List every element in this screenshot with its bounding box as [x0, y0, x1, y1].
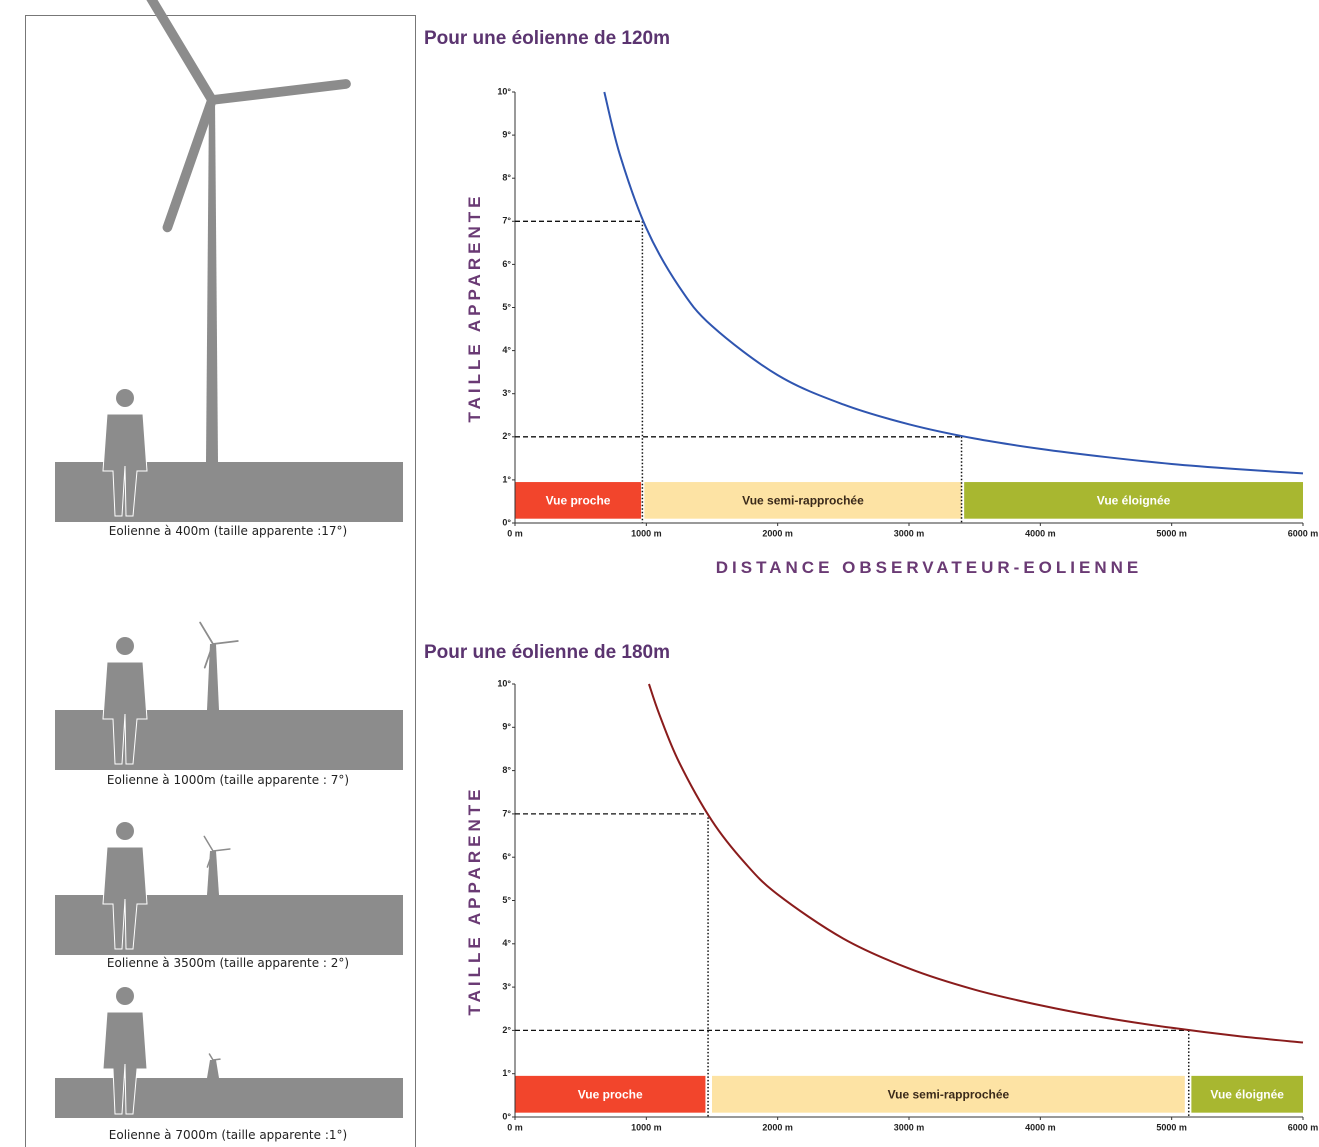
- y-tick-label: 3°: [502, 981, 511, 991]
- y-tick-label: 10°: [497, 678, 511, 688]
- x-tick-label: 3000 m: [894, 1122, 925, 1132]
- x-tick-label: 1000 m: [631, 1122, 662, 1132]
- y-tick-label: 9°: [502, 129, 511, 139]
- x-tick-label: 6000 m: [1288, 528, 1319, 538]
- y-tick-label: 1°: [502, 474, 511, 484]
- person-head: [116, 389, 134, 407]
- illustration: Eolienne à 1000m (taille apparente : 7°): [55, 623, 403, 787]
- zone-label: Vue proche: [578, 1087, 643, 1101]
- x-tick-label: 2000 m: [762, 528, 793, 538]
- y-tick-label: 6°: [502, 852, 511, 862]
- turbine-tower: [206, 100, 218, 462]
- turbine-blade: [213, 849, 230, 851]
- zone-label: Vue éloignée: [1210, 1087, 1284, 1101]
- x-tick-label: 1000 m: [631, 528, 662, 538]
- turbine-blade: [167, 100, 212, 227]
- person-head: [116, 637, 134, 655]
- y-tick-label: 6°: [502, 259, 511, 269]
- y-tick-label: 8°: [502, 765, 511, 775]
- illustration-caption: Eolienne à 7000m (taille apparente :1°): [109, 1128, 347, 1142]
- x-tick-label: 2000 m: [762, 1122, 793, 1132]
- curve: [604, 92, 1303, 473]
- illustration: Eolienne à 7000m (taille apparente :1°): [55, 987, 403, 1142]
- y-axis-label: TAILLE APPARENTE: [465, 786, 484, 1016]
- zone-label: Vue proche: [546, 494, 611, 508]
- person-head: [116, 987, 134, 1005]
- illustration-caption: Eolienne à 400m (taille apparente :17°): [109, 524, 347, 538]
- x-tick-label: 4000 m: [1025, 1122, 1056, 1132]
- left-panel: [26, 16, 416, 1147]
- turbine-blade: [204, 836, 213, 851]
- y-tick-label: 0°: [502, 517, 511, 527]
- y-axis-label: TAILLE APPARENTE: [465, 193, 484, 423]
- illustration: Eolienne à 3500m (taille apparente : 2°): [55, 822, 403, 970]
- turbine-blade: [213, 641, 238, 644]
- y-tick-label: 4°: [502, 345, 511, 355]
- x-tick-label: 5000 m: [1156, 1122, 1187, 1132]
- turbine-blade: [212, 84, 346, 100]
- y-tick-label: 7°: [502, 216, 511, 226]
- zone-label: Vue éloignée: [1097, 494, 1171, 508]
- y-tick-label: 2°: [502, 431, 511, 441]
- chart: Pour une éolienne de 120m TAILLE APPARENT…: [424, 28, 1318, 577]
- zone-label: Vue semi-rapprochée: [742, 494, 864, 508]
- y-tick-label: 10°: [497, 86, 511, 96]
- y-tick-label: 3°: [502, 388, 511, 398]
- curve: [649, 684, 1303, 1043]
- x-tick-label: 6000 m: [1288, 1122, 1319, 1132]
- illustration: Eolienne à 400m (taille apparente :17°): [55, 0, 403, 538]
- y-tick-label: 7°: [502, 808, 511, 818]
- y-tick-label: 4°: [502, 938, 511, 948]
- figure: Eolienne à 400m (taille apparente :17°) E…: [0, 0, 1319, 1147]
- y-tick-label: 9°: [502, 722, 511, 732]
- x-tick-label: 5000 m: [1156, 528, 1187, 538]
- x-tick-label: 3000 m: [894, 528, 925, 538]
- y-tick-label: 1°: [502, 1068, 511, 1078]
- chart-title: Pour une éolienne de 180m: [424, 642, 670, 663]
- y-tick-label: 8°: [502, 173, 511, 183]
- x-tick-label: 0 m: [507, 1122, 523, 1132]
- chart-title: Pour une éolienne de 120m: [424, 28, 670, 49]
- y-tick-label: 5°: [502, 895, 511, 905]
- ground: [55, 1078, 403, 1118]
- y-tick-label: 0°: [502, 1111, 511, 1121]
- x-axis-label: DISTANCE OBSERVATEUR-EOLIENNE: [716, 558, 1142, 577]
- x-tick-label: 4000 m: [1025, 528, 1056, 538]
- illustration-caption: Eolienne à 3500m (taille apparente : 2°): [107, 956, 349, 970]
- zone-label: Vue semi-rapprochée: [888, 1087, 1010, 1101]
- turbine-tower: [207, 1060, 219, 1078]
- page: Eolienne à 400m (taille apparente :17°) E…: [0, 0, 1319, 1147]
- x-tick-label: 0 m: [507, 528, 523, 538]
- chart: Pour une éolienne de 180m TAILLE APPARENT…: [424, 642, 1318, 1132]
- person-head: [116, 822, 134, 840]
- turbine-blade: [213, 1059, 220, 1060]
- turbine-blade: [209, 1054, 213, 1060]
- illustration-caption: Eolienne à 1000m (taille apparente : 7°): [107, 773, 349, 787]
- y-tick-label: 5°: [502, 302, 511, 312]
- y-tick-label: 2°: [502, 1025, 511, 1035]
- turbine-blade: [200, 623, 213, 644]
- turbine-tower: [207, 851, 219, 895]
